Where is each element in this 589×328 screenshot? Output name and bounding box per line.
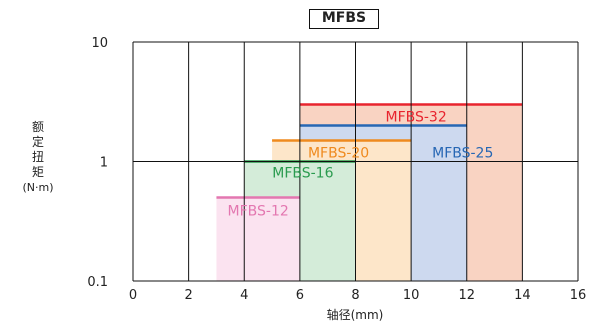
x-tick-label-4: 4 <box>240 288 248 303</box>
y-axis-unit: (N·m) <box>22 181 54 194</box>
y-axis-label-char-4: 矩 <box>31 165 44 179</box>
y-tick-label-0.1: 0.1 <box>87 275 108 290</box>
bar-label-mfbs-16: MFBS-16 <box>272 166 333 182</box>
y-axis-label-char-2: 定 <box>31 135 44 149</box>
x-tick-label-6: 6 <box>296 288 304 303</box>
y-axis-label: 额 定 扭 矩 (N·m) <box>22 120 54 195</box>
y-axis-label-char-1: 额 <box>31 120 44 134</box>
x-tick-label-10: 10 <box>403 288 420 303</box>
y-axis-label-char-3: 扭 <box>31 150 44 164</box>
x-tick-label-0: 0 <box>129 288 137 303</box>
bar-label-mfbs-25: MFBS-25 <box>432 146 493 162</box>
y-tick-label-10: 10 <box>91 36 108 51</box>
x-tick-label-8: 8 <box>351 288 359 303</box>
bar-mfbs-12 <box>216 197 300 281</box>
y-tick-label-1: 1 <box>100 156 108 171</box>
x-axis-label: 轴径(mm) <box>326 308 384 322</box>
x-tick-label-16: 16 <box>570 288 587 303</box>
x-tick-label-14: 14 <box>514 288 531 303</box>
bar-label-mfbs-20: MFBS-20 <box>308 145 369 161</box>
chart-title: MFBS <box>309 9 379 29</box>
bar-label-mfbs-32: MFBS-32 <box>386 109 447 125</box>
x-tick-label-12: 12 <box>458 288 475 303</box>
bar-label-mfbs-12: MFBS-12 <box>228 203 289 219</box>
x-tick-label-2: 2 <box>184 288 192 303</box>
